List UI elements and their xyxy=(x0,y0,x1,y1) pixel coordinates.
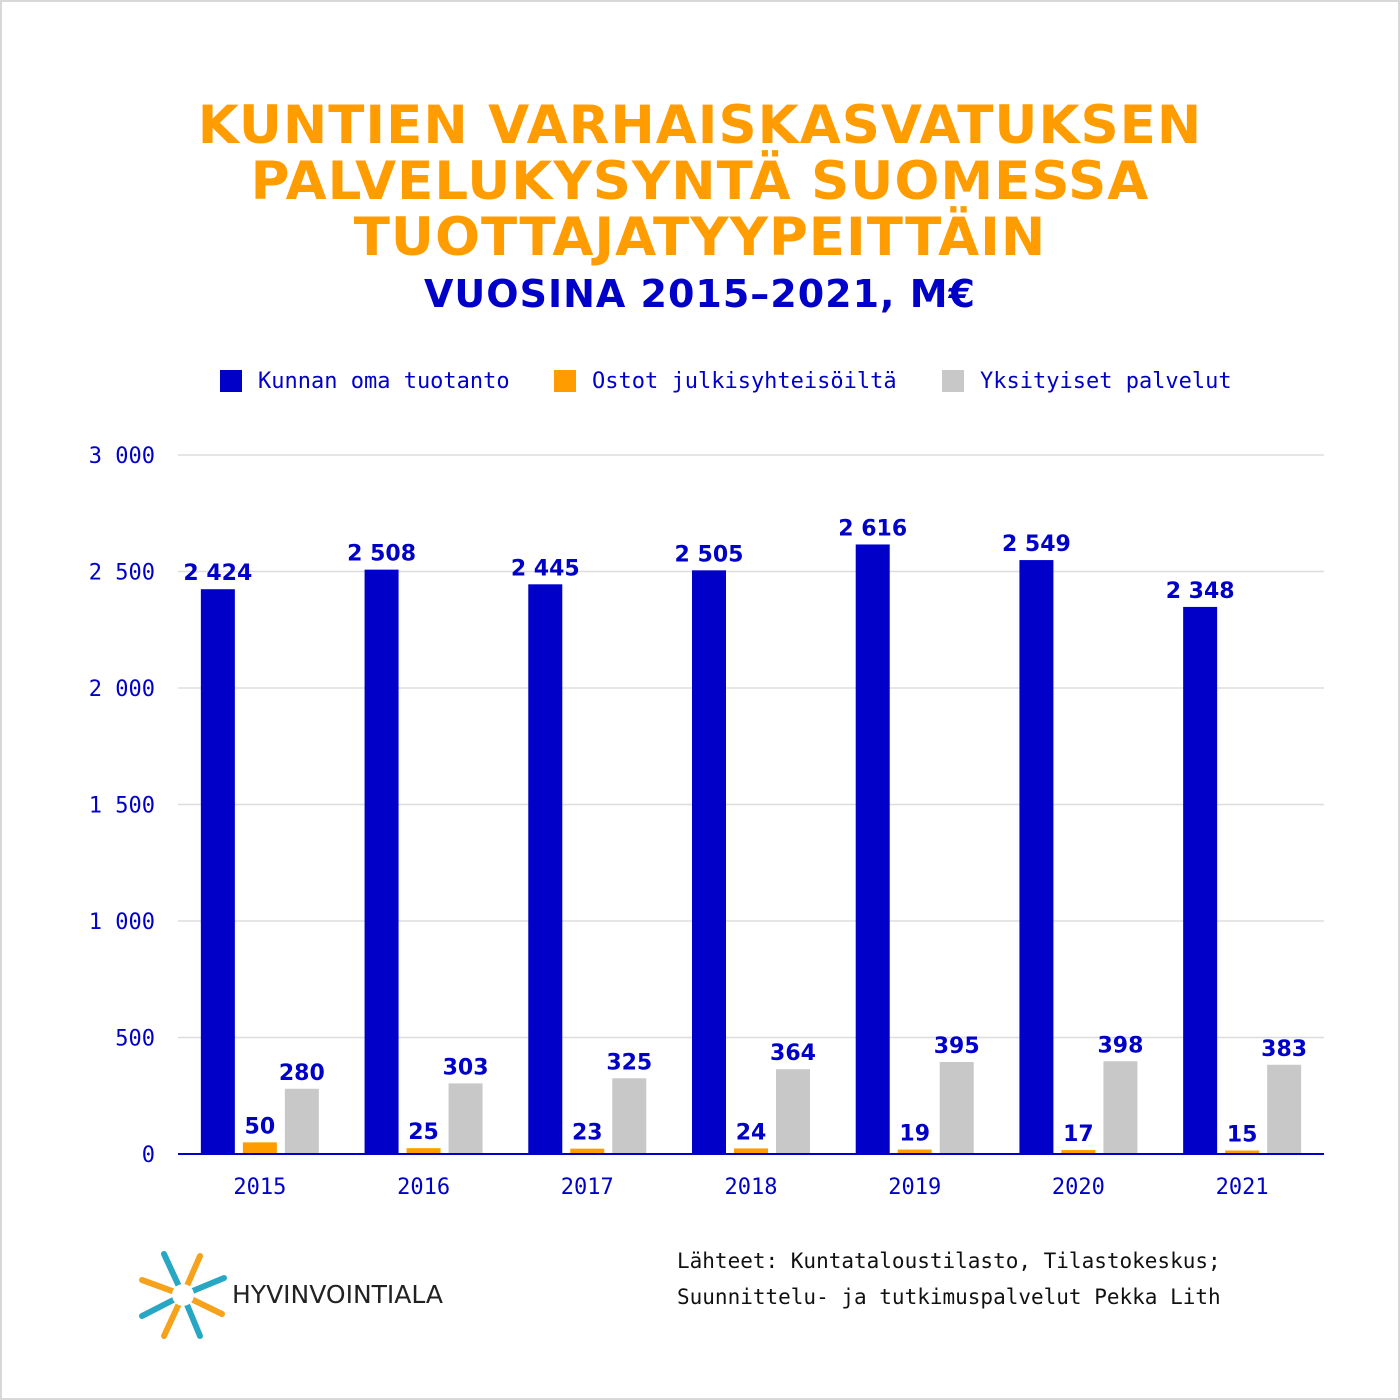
bar-julkiset-2021 xyxy=(1225,1150,1260,1154)
data-label-yksityiset-2021: 383 xyxy=(1261,1037,1307,1062)
data-label-yksityiset-2015: 280 xyxy=(279,1061,325,1086)
legend-swatch-oma xyxy=(220,370,242,392)
legend-item-julkiset: Ostot julkisyhteisöiltä xyxy=(554,364,897,398)
bar-yksityiset-2016 xyxy=(448,1083,483,1154)
legend-label-yksityiset: Yksityiset palvelut xyxy=(980,368,1232,394)
hyvinvointiala-logo: HYVINVOINTIALA xyxy=(138,1250,458,1340)
source-note: Lähteet: Kuntataloustilasto, Tilastokesk… xyxy=(677,1243,1221,1315)
source-line-2: Suunnittelu- ja tutkimuspalvelut Pekka L… xyxy=(677,1285,1221,1309)
bar-oma-2017 xyxy=(528,584,563,1154)
bar-oma-2019 xyxy=(855,544,890,1154)
x-tick-label: 2018 xyxy=(725,1175,778,1200)
data-label-oma-2018: 2 505 xyxy=(675,542,744,567)
data-label-oma-2019: 2 616 xyxy=(838,516,907,541)
y-tick-label: 500 xyxy=(115,1027,155,1052)
y-tick-label: 3 000 xyxy=(89,444,155,469)
data-label-oma-2021: 2 348 xyxy=(1166,579,1235,604)
title-line-1: KUNTIEN VARHAISKASVATUKSEN xyxy=(197,95,1203,156)
data-label-oma-2016: 2 508 xyxy=(347,542,416,567)
bar-oma-2015 xyxy=(200,589,235,1154)
data-label-julkiset-2015: 50 xyxy=(245,1114,276,1139)
bar-yksityiset-2018 xyxy=(776,1069,810,1154)
x-tick-label: 2020 xyxy=(1052,1175,1105,1200)
data-label-julkiset-2018: 24 xyxy=(736,1120,767,1145)
bar-yksityiset-2017 xyxy=(612,1078,647,1154)
legend-item-oma: Kunnan oma tuotanto xyxy=(220,364,510,398)
data-label-oma-2017: 2 445 xyxy=(511,556,580,581)
legend-swatch-yksityiset xyxy=(942,370,964,392)
legend-label-julkiset: Ostot julkisyhteisöiltä xyxy=(592,368,897,394)
y-tick-label: 2 500 xyxy=(89,561,155,586)
data-label-julkiset-2021: 15 xyxy=(1227,1123,1258,1148)
source-line-1: Lähteet: Kuntataloustilasto, Tilastokesk… xyxy=(677,1249,1221,1273)
chart-title: KUNTIEN VARHAISKASVATUKSEN PALVELUKYSYNT… xyxy=(0,98,1400,266)
bar-chart: 0 500 1 000 1 500 2 000 2 500 3 000 2 424 50 280 2… xyxy=(89,444,1324,1200)
chart-subtitle: VUOSINA 2015–2021, M€ xyxy=(424,272,976,316)
x-tick-label: 2021 xyxy=(1216,1175,1269,1200)
title-line-3: TUOTTAJATYYPEITTÄIN xyxy=(353,207,1047,268)
y-tick-label: 1 500 xyxy=(89,794,155,819)
legend-label-oma: Kunnan oma tuotanto xyxy=(258,368,510,394)
data-label-oma-2015: 2 424 xyxy=(183,561,252,586)
bar-julkiset-2017 xyxy=(570,1148,605,1154)
x-tick-label: 2017 xyxy=(561,1175,614,1200)
bar-oma-2021 xyxy=(1183,606,1218,1154)
x-tick-label: 2019 xyxy=(888,1175,941,1200)
bar-julkiset-2019 xyxy=(897,1149,932,1154)
y-tick-label: 1 000 xyxy=(89,910,155,935)
bar-oma-2016 xyxy=(364,569,399,1154)
legend-item-yksityiset: Yksityiset palvelut xyxy=(942,364,1232,398)
bar-oma-2018 xyxy=(692,570,726,1154)
data-label-yksityiset-2018: 364 xyxy=(770,1041,816,1066)
data-label-yksityiset-2017: 325 xyxy=(606,1050,652,1075)
bar-julkiset-2015 xyxy=(242,1142,277,1154)
bar-yksityiset-2020 xyxy=(1103,1061,1138,1154)
logo-text: HYVINVOINTIALA xyxy=(232,1280,444,1309)
data-label-julkiset-2017: 23 xyxy=(572,1121,603,1146)
legend: Kunnan oma tuotanto Ostot julkisyhteisöi… xyxy=(0,364,1400,398)
bar-yksityiset-2015 xyxy=(284,1088,319,1154)
bar-yksityiset-2021 xyxy=(1267,1064,1302,1154)
data-label-julkiset-2019: 19 xyxy=(899,1122,930,1147)
data-label-yksityiset-2020: 398 xyxy=(1097,1033,1143,1058)
legend-swatch-julkiset xyxy=(554,370,576,392)
data-label-oma-2020: 2 549 xyxy=(1002,532,1071,557)
bar-julkiset-2016 xyxy=(406,1148,441,1154)
title-line-2: PALVELUKYSYNTÄ SUOMESSA xyxy=(250,151,1150,212)
data-label-julkiset-2016: 25 xyxy=(408,1120,439,1145)
bar-yksityiset-2019 xyxy=(939,1061,974,1154)
y-tick-label: 2 000 xyxy=(89,677,155,702)
y-tick-label: 0 xyxy=(142,1143,155,1168)
x-tick-label: 2015 xyxy=(233,1175,286,1200)
data-label-julkiset-2020: 17 xyxy=(1063,1122,1094,1147)
x-tick-label: 2016 xyxy=(397,1175,450,1200)
bar-julkiset-2020 xyxy=(1061,1150,1096,1154)
data-label-yksityiset-2016: 303 xyxy=(443,1055,489,1080)
bar-julkiset-2018 xyxy=(734,1148,768,1154)
bar-oma-2020 xyxy=(1019,560,1054,1154)
logo-star-icon xyxy=(139,1251,227,1339)
data-label-yksityiset-2019: 395 xyxy=(934,1034,980,1059)
